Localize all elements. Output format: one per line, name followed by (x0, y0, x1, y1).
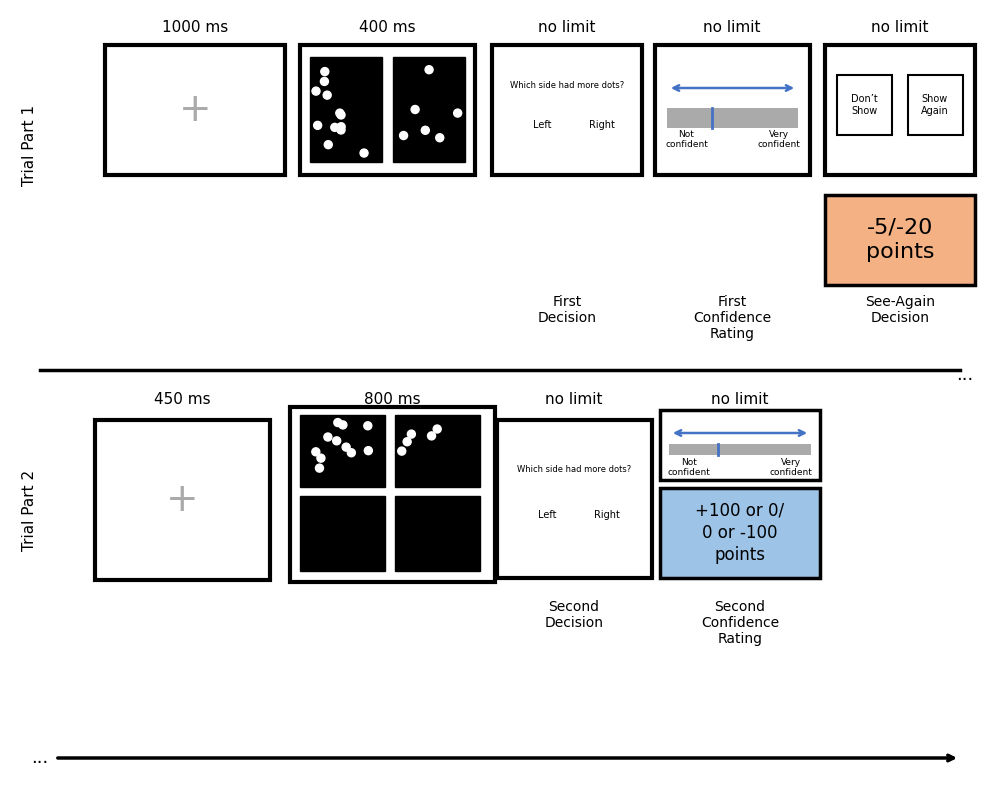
Bar (497, 420, 652, 578)
Circle shape (360, 149, 368, 157)
Circle shape (400, 131, 408, 140)
Circle shape (334, 419, 342, 427)
Circle shape (312, 448, 320, 456)
Text: ...: ... (956, 366, 974, 384)
Bar (908, 75, 963, 135)
Text: 400 ms: 400 ms (359, 21, 415, 36)
Circle shape (317, 454, 325, 462)
Bar (300, 415, 385, 487)
Circle shape (411, 106, 419, 114)
Text: Which side had more dots?: Which side had more dots? (510, 81, 624, 89)
Text: First
Confidence
Rating: First Confidence Rating (693, 295, 771, 341)
Text: Left: Left (533, 120, 551, 130)
Text: no limit: no limit (711, 393, 769, 408)
Circle shape (324, 141, 332, 149)
Circle shape (407, 430, 415, 438)
Text: +: + (166, 481, 198, 519)
Circle shape (336, 109, 344, 117)
Text: Not
confident: Not confident (665, 130, 708, 149)
Circle shape (436, 134, 444, 141)
Circle shape (347, 449, 355, 457)
Circle shape (324, 433, 332, 441)
Bar (300, 45, 475, 175)
Bar (393, 57, 465, 162)
Text: -5/-20
points: -5/-20 points (866, 217, 934, 262)
Text: Trial Part 2: Trial Part 2 (22, 469, 38, 551)
Text: First
Decision: First Decision (538, 295, 596, 325)
Circle shape (333, 437, 341, 445)
Circle shape (421, 126, 429, 134)
Bar (300, 496, 385, 571)
Circle shape (337, 122, 345, 130)
Text: +: + (179, 91, 211, 129)
Bar (655, 45, 810, 175)
Text: Not
confident: Not confident (668, 458, 711, 477)
Bar (105, 45, 285, 175)
Circle shape (312, 87, 320, 95)
Circle shape (398, 447, 406, 455)
Bar (290, 407, 495, 582)
Text: +100 or 0/
0 or -100
points: +100 or 0/ 0 or -100 points (695, 502, 785, 564)
Bar (310, 57, 382, 162)
Circle shape (321, 68, 329, 76)
Bar (492, 45, 642, 175)
Text: Very
confident: Very confident (757, 130, 800, 149)
Bar (825, 195, 975, 285)
Text: 800 ms: 800 ms (364, 393, 420, 408)
Text: Very
confident: Very confident (769, 458, 812, 477)
Circle shape (337, 126, 345, 134)
Text: Which side had more dots?: Which side had more dots? (517, 465, 631, 475)
Text: Show
Again: Show Again (921, 94, 949, 116)
Text: no limit: no limit (871, 21, 929, 36)
Text: no limit: no limit (545, 393, 603, 408)
Circle shape (342, 443, 350, 451)
Bar (95, 420, 270, 580)
Circle shape (403, 438, 411, 446)
Circle shape (314, 122, 322, 130)
Text: Second
Confidence
Rating: Second Confidence Rating (701, 600, 779, 646)
Bar (660, 410, 820, 480)
Circle shape (331, 123, 339, 131)
Text: Right: Right (594, 510, 620, 520)
Text: Second
Decision: Second Decision (544, 600, 604, 630)
Text: 1000 ms: 1000 ms (162, 21, 228, 36)
Text: Right: Right (589, 120, 615, 130)
Circle shape (315, 464, 323, 472)
Bar (825, 45, 975, 175)
Text: Trial Part 1: Trial Part 1 (22, 104, 38, 186)
Text: no limit: no limit (538, 21, 596, 36)
Circle shape (339, 421, 347, 429)
Circle shape (425, 66, 433, 73)
Bar (395, 415, 480, 487)
Circle shape (364, 422, 372, 430)
Bar (669, 444, 811, 454)
Bar (837, 75, 892, 135)
Circle shape (337, 111, 345, 119)
Bar (395, 496, 480, 571)
Circle shape (428, 432, 436, 440)
Text: See-Again
Decision: See-Again Decision (865, 295, 935, 325)
Bar (667, 107, 798, 128)
Text: Don’t
Show: Don’t Show (851, 94, 877, 116)
Circle shape (320, 77, 328, 85)
Circle shape (364, 446, 372, 455)
Text: 450 ms: 450 ms (154, 393, 210, 408)
Circle shape (454, 109, 462, 117)
Circle shape (433, 425, 441, 433)
Circle shape (323, 91, 331, 99)
Text: ...: ... (31, 749, 49, 767)
Text: Left: Left (538, 510, 556, 520)
Bar (660, 488, 820, 578)
Text: no limit: no limit (703, 21, 761, 36)
